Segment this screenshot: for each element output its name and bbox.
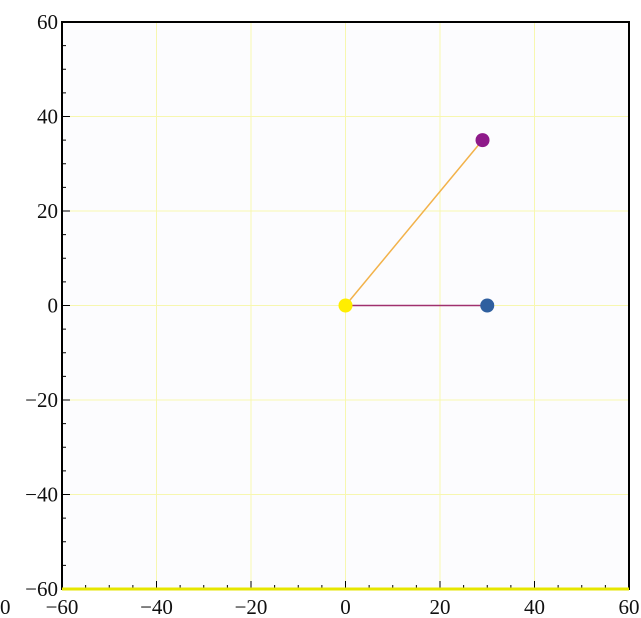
y-tick-label: 60: [37, 10, 58, 34]
y-tick-label: 0: [48, 294, 59, 318]
x-tick-label: 60: [619, 595, 640, 618]
x-tick-label: 20: [430, 595, 451, 618]
y-tick-label: 20: [37, 199, 58, 223]
x-tick-label: 0: [340, 595, 351, 618]
connecting-segment: [344, 139, 484, 306]
y-tick-labels: −60 −40 −20 0 20 40 60: [25, 10, 58, 601]
connecting-lines: [344, 139, 488, 307]
x-tick-label: −60: [46, 595, 79, 618]
y-tick-label: 40: [37, 105, 58, 129]
clipped-left-label: 0: [0, 595, 11, 618]
y-tick-label: −20: [25, 388, 58, 412]
x-tick-label: −20: [235, 595, 268, 618]
data-point: [480, 298, 495, 313]
x-tick-label: −40: [140, 595, 173, 618]
y-tick-label: −60: [25, 577, 58, 601]
x-tick-labels: −60 −40 −20 0 20 40 60: [46, 595, 640, 618]
data-point: [475, 133, 490, 148]
data-points: [338, 133, 495, 313]
y-tick-label: −40: [25, 483, 58, 507]
data-point: [338, 298, 353, 313]
x-tick-label: 40: [524, 595, 545, 618]
